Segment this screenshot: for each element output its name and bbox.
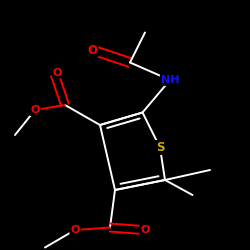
Text: O: O — [88, 44, 98, 57]
Text: O: O — [140, 225, 150, 235]
Text: O: O — [30, 105, 40, 115]
Text: S: S — [156, 141, 164, 154]
Text: NH: NH — [161, 75, 179, 85]
Text: O: O — [70, 225, 80, 235]
Text: O: O — [53, 68, 62, 78]
